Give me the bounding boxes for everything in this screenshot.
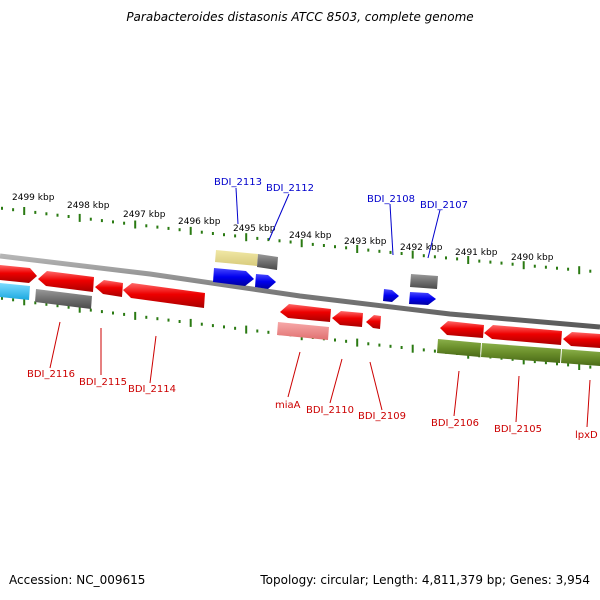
scale-label-2492: 2492 kbp bbox=[400, 243, 443, 253]
accession-text: Accession: NC_009615 bbox=[9, 573, 146, 587]
gene-bdi-2114[interactable] bbox=[123, 283, 205, 308]
scale-label-2490: 2490 kbp bbox=[511, 253, 554, 263]
gene-bdi-2110[interactable] bbox=[332, 311, 363, 327]
label-leaders-reverse bbox=[49, 321, 591, 428]
scale-label-2495: 2495 kbp bbox=[233, 224, 276, 234]
gene-lpxd[interactable] bbox=[563, 332, 600, 348]
scale-label-2498: 2498 kbp bbox=[67, 201, 110, 211]
gene-bdi-2107[interactable] bbox=[409, 292, 436, 305]
gene-label-bdi-2115[interactable]: BDI_2115 bbox=[79, 377, 127, 388]
gene-bdi-2115[interactable] bbox=[95, 280, 123, 297]
gene-bdi-2106[interactable] bbox=[440, 321, 484, 338]
gene-label-bdi-2112[interactable]: BDI_2112 bbox=[266, 183, 314, 194]
gene-label-lpxd[interactable]: lpxD bbox=[575, 430, 598, 441]
gene-label-bdi-2105[interactable]: BDI_2105 bbox=[494, 424, 542, 435]
gene-bdi-2108[interactable] bbox=[383, 289, 399, 302]
gene-label-bdi-2106[interactable]: BDI_2106 bbox=[431, 418, 479, 429]
label-leaders-forward bbox=[235, 187, 441, 259]
gene-label-bdi-2116[interactable]: BDI_2116 bbox=[27, 369, 75, 380]
gene-label-bdi-2114[interactable]: BDI_2114 bbox=[128, 384, 176, 395]
gene-label-bdi-2110[interactable]: BDI_2110 bbox=[306, 405, 354, 416]
reverse-strand-genes bbox=[0, 265, 600, 366]
gene-olive-3[interactable] bbox=[561, 349, 600, 366]
gene-bdi-2113-partial[interactable] bbox=[257, 254, 278, 270]
gene-bdi-2113-blue[interactable] bbox=[213, 268, 254, 286]
gene-bdi-2116-gray[interactable] bbox=[35, 289, 92, 309]
gene-left-edge[interactable] bbox=[0, 265, 37, 283]
page-title: Parabacteroides distasonis ATCC 8503, co… bbox=[126, 10, 474, 24]
gene-label-miaa[interactable]: miaA bbox=[275, 400, 301, 411]
gene-miaa-pink[interactable] bbox=[277, 322, 329, 340]
gene-olive-1[interactable] bbox=[437, 339, 481, 357]
topology-stats-text: Topology: circular; Length: 4,811,379 bp… bbox=[260, 573, 590, 587]
genome-backbone bbox=[0, 253, 600, 330]
gene-olive-2[interactable] bbox=[481, 343, 561, 363]
scale-label-2496: 2496 kbp bbox=[178, 217, 221, 227]
position-scale-labels: 2499 kbp 2498 kbp 2497 kbp 2496 kbp 2495… bbox=[12, 193, 554, 263]
gene-label-bdi-2107[interactable]: BDI_2107 bbox=[420, 200, 468, 211]
gene-miaa[interactable] bbox=[280, 304, 331, 322]
gene-label-bdi-2108[interactable]: BDI_2108 bbox=[367, 194, 415, 205]
scale-label-2499: 2499 kbp bbox=[12, 193, 55, 203]
gene-bdi-2112[interactable] bbox=[255, 274, 276, 289]
forward-strand-genes bbox=[213, 250, 438, 305]
gene-labels: BDI_2113 BDI_2112 BDI_2108 BDI_2107 BDI_… bbox=[27, 177, 598, 441]
gene-bdi-2105[interactable] bbox=[484, 325, 562, 345]
scale-label-2494: 2494 kbp bbox=[289, 231, 332, 241]
gene-label-bdi-2109[interactable]: BDI_2109 bbox=[358, 411, 406, 422]
gene-bdi-2109[interactable] bbox=[366, 315, 381, 329]
gene-bdi-2107-gray[interactable] bbox=[410, 274, 438, 289]
forward-scale-ticks bbox=[1, 206, 592, 275]
gene-bdi-2116[interactable] bbox=[38, 271, 94, 292]
scale-label-2493: 2493 kbp bbox=[344, 237, 387, 247]
scale-label-2491: 2491 kbp bbox=[455, 248, 498, 258]
scale-label-2497: 2497 kbp bbox=[123, 210, 166, 220]
gene-cyan[interactable] bbox=[0, 283, 30, 300]
gene-label-bdi-2113[interactable]: BDI_2113 bbox=[214, 177, 262, 188]
gene-bdi-2113[interactable] bbox=[215, 250, 258, 266]
